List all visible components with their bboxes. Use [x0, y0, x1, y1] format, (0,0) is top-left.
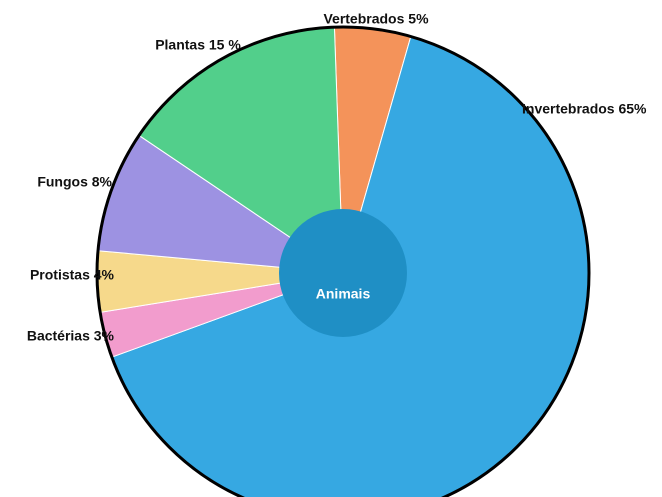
center-label: Animais [316, 286, 371, 302]
slice-label: Invertebrados 65% [522, 101, 647, 117]
slice-label: Vertebrados 5% [323, 11, 429, 27]
slice-label: Protistas 4% [30, 267, 115, 283]
slice-label: Fungos 8% [37, 174, 112, 190]
pie-outline [95, 25, 591, 497]
slice-label: Bactérias 3% [27, 328, 115, 344]
slice-label: Plantas 15 % [155, 37, 241, 53]
animals-hub [279, 209, 407, 337]
